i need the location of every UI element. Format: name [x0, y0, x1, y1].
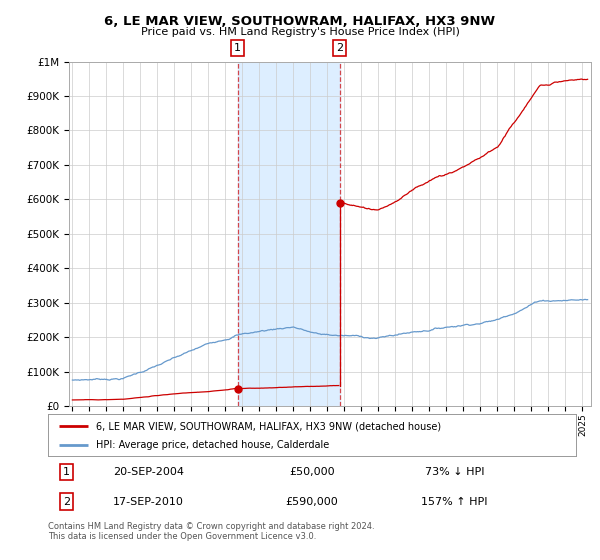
- Bar: [238, 62, 340, 406]
- Text: £590,000: £590,000: [286, 497, 338, 507]
- Text: 1: 1: [63, 467, 70, 477]
- Text: 157% ↑ HPI: 157% ↑ HPI: [421, 497, 488, 507]
- Text: Contains HM Land Registry data © Crown copyright and database right 2024.
This d: Contains HM Land Registry data © Crown c…: [48, 522, 374, 542]
- Text: 6, LE MAR VIEW, SOUTHOWRAM, HALIFAX, HX3 9NW: 6, LE MAR VIEW, SOUTHOWRAM, HALIFAX, HX3…: [104, 15, 496, 28]
- Text: 2: 2: [336, 43, 343, 53]
- Text: 6, LE MAR VIEW, SOUTHOWRAM, HALIFAX, HX3 9NW (detached house): 6, LE MAR VIEW, SOUTHOWRAM, HALIFAX, HX3…: [95, 421, 440, 431]
- Text: HPI: Average price, detached house, Calderdale: HPI: Average price, detached house, Cald…: [95, 440, 329, 450]
- Text: £50,000: £50,000: [289, 467, 335, 477]
- Text: 2: 2: [63, 497, 70, 507]
- Text: Price paid vs. HM Land Registry's House Price Index (HPI): Price paid vs. HM Land Registry's House …: [140, 27, 460, 38]
- Text: 17-SEP-2010: 17-SEP-2010: [113, 497, 184, 507]
- Text: 73% ↓ HPI: 73% ↓ HPI: [425, 467, 484, 477]
- Text: 1: 1: [234, 43, 241, 53]
- Text: 20-SEP-2004: 20-SEP-2004: [113, 467, 184, 477]
